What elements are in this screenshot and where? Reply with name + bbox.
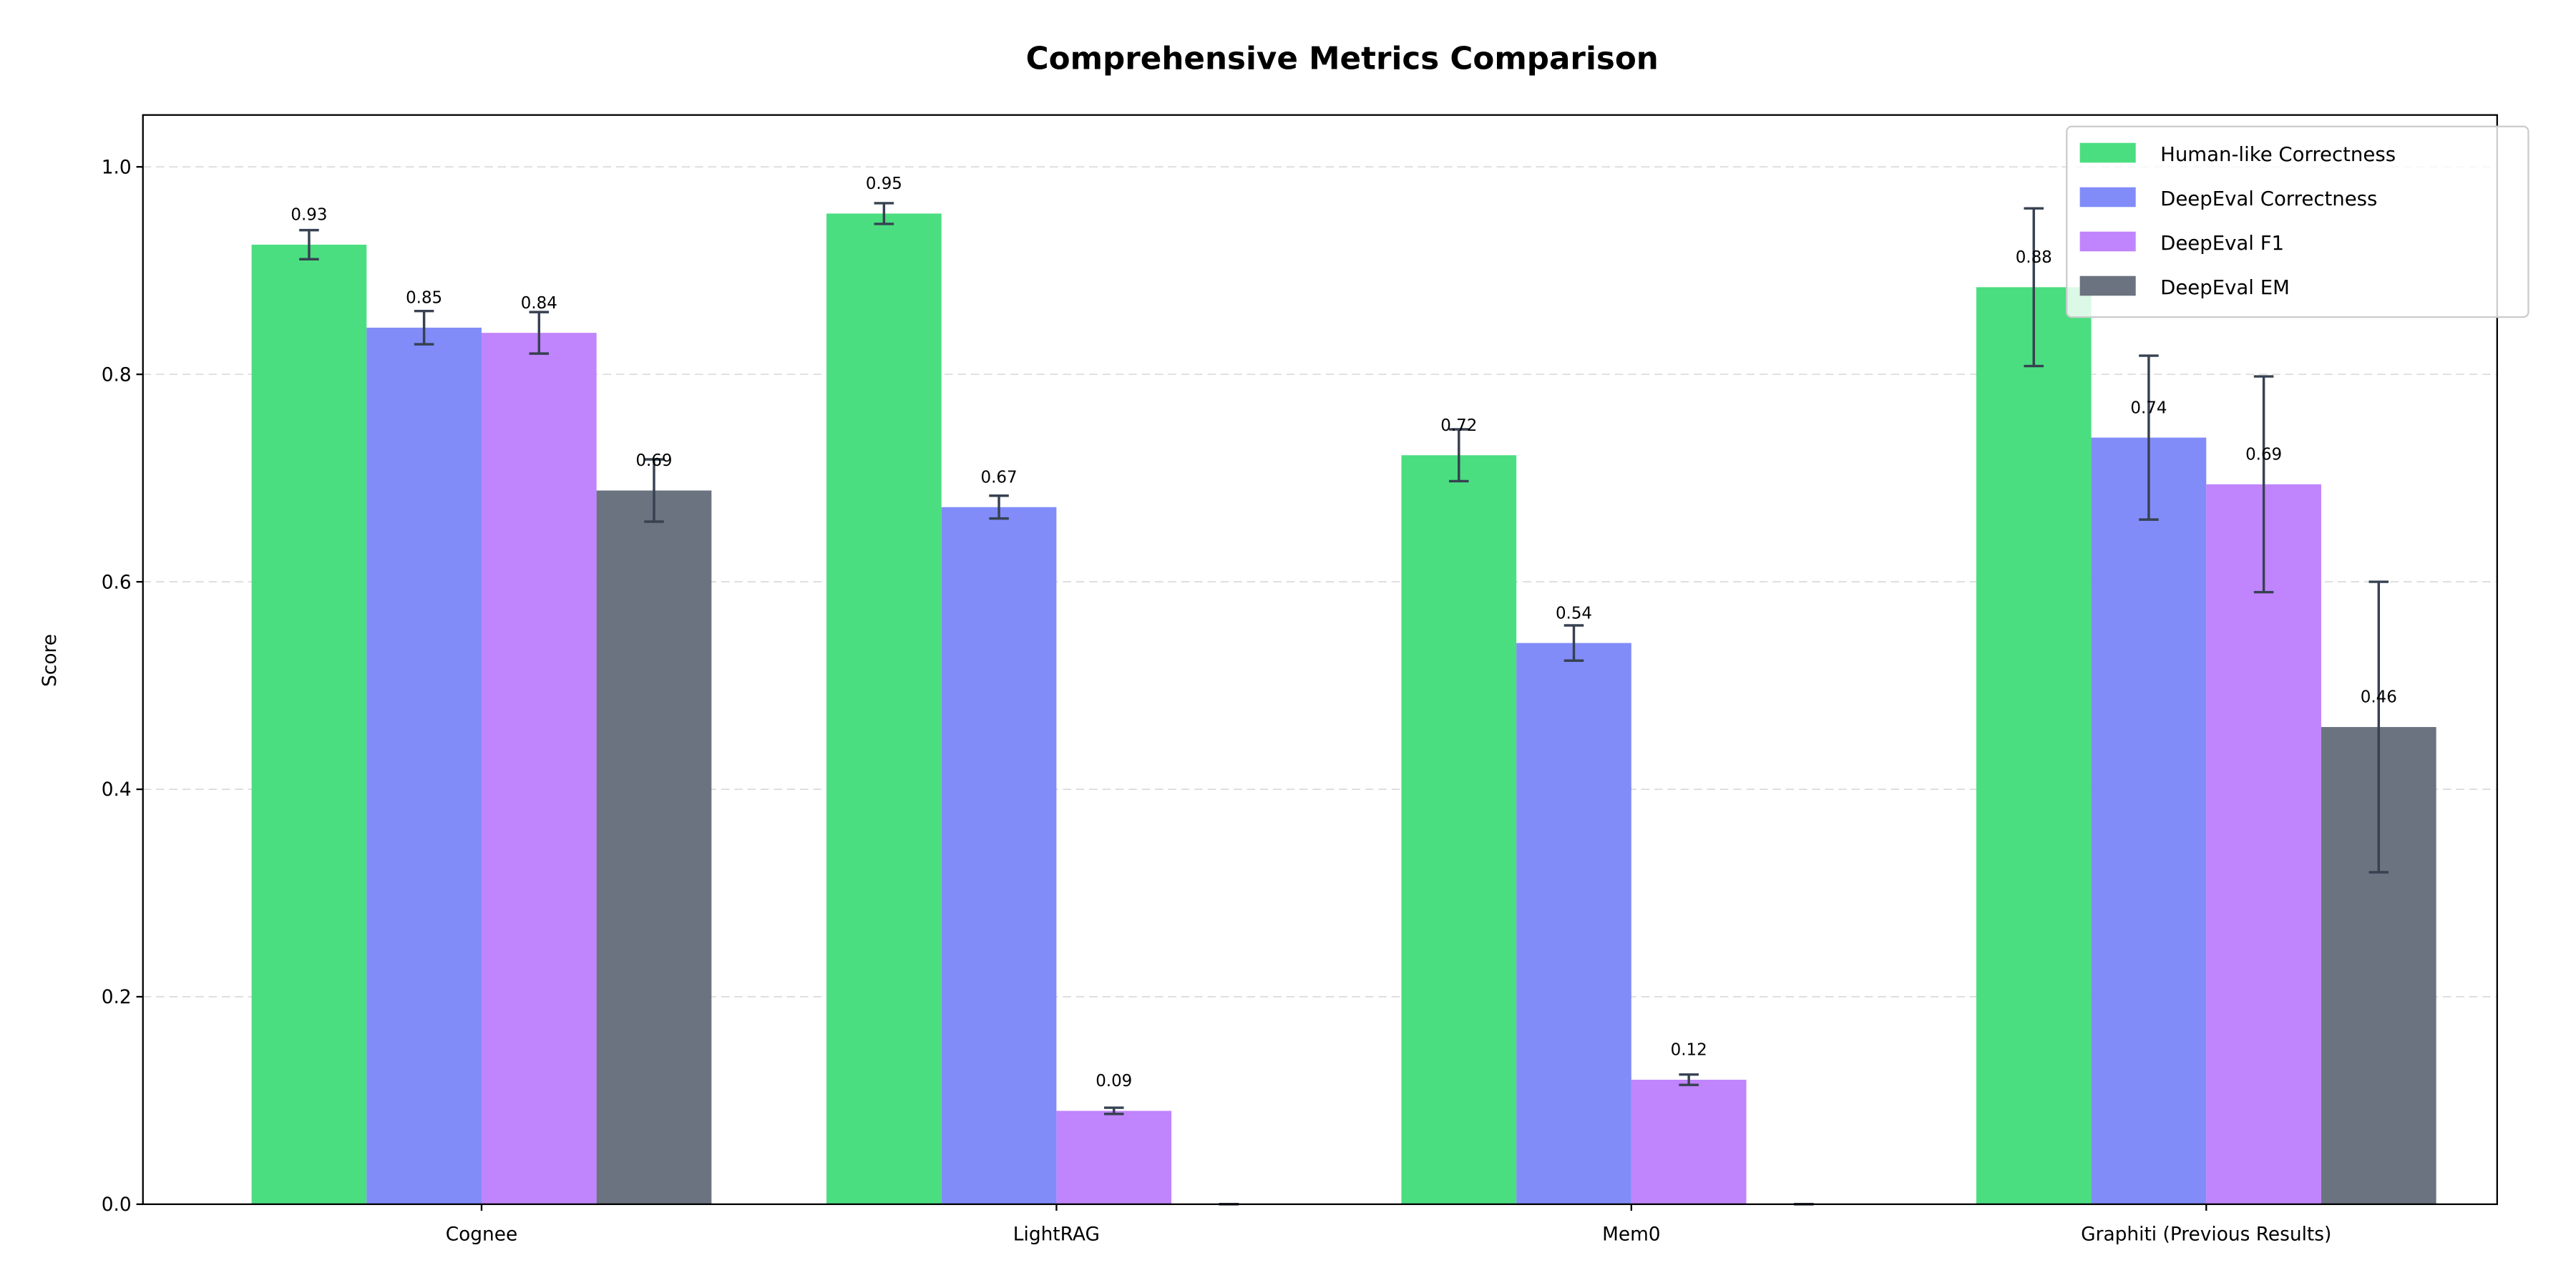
error-bar (529, 311, 550, 355)
y-tick-label: 0.6 (102, 571, 132, 593)
legend: Human-like Correctness DeepEval Correctne… (2066, 125, 2529, 318)
bar (596, 490, 712, 1204)
error-bar (2024, 207, 2044, 368)
legend-swatch (2079, 142, 2136, 163)
legend-swatch (2079, 275, 2136, 296)
bar (366, 327, 482, 1204)
error-bar (1449, 428, 1469, 483)
data-label: 0.12 (1671, 1041, 1707, 1060)
bar (1976, 287, 2092, 1204)
x-tick-label: Mem0 (1602, 1223, 1661, 1245)
x-tick-label: Cognee (446, 1223, 518, 1245)
legend-swatch (2079, 187, 2136, 208)
bar (1516, 643, 1631, 1204)
y-tick-label: 1.0 (102, 156, 132, 178)
bar (2091, 437, 2207, 1204)
legend-label: DeepEval F1 (2160, 232, 2284, 255)
data-label: 0.69 (2245, 446, 2282, 464)
error-bar (2139, 354, 2159, 521)
data-label: 0.54 (1556, 604, 1592, 623)
x-tick-label: LightRAG (1013, 1223, 1100, 1245)
legend-label: DeepEval EM (2160, 276, 2290, 299)
bar (2206, 484, 2321, 1204)
bar (1631, 1079, 1747, 1204)
error-bar (989, 494, 1009, 520)
data-label: 0.09 (1096, 1072, 1132, 1091)
y-tick-label: 0.8 (102, 364, 132, 386)
error-bar (2253, 375, 2274, 594)
y-tick-label: 0.2 (102, 986, 132, 1008)
y-axis-label: Score (39, 634, 61, 687)
error-bar (2368, 580, 2389, 874)
data-label: 0.69 (635, 452, 672, 470)
error-bar (414, 309, 434, 346)
data-label: 0.84 (521, 294, 557, 313)
data-label: 0.72 (1440, 416, 1477, 435)
data-label: 0.67 (981, 468, 1018, 487)
x-tick-label: Graphiti (Previous Results) (2081, 1223, 2331, 1245)
legend-swatch (2079, 231, 2136, 252)
bar (826, 213, 942, 1204)
y-tick-label: 0.4 (102, 779, 132, 801)
data-label: 0.46 (2361, 688, 2397, 707)
plot-frame (142, 114, 2498, 1206)
error-bar (874, 202, 894, 225)
bar (481, 333, 597, 1204)
data-label: 0.74 (2130, 399, 2167, 417)
data-label: 0.88 (2016, 248, 2052, 267)
y-tick-label: 0.0 (102, 1194, 132, 1216)
legend-label: DeepEval Correctness (2160, 187, 2377, 210)
chart-title: Comprehensive Metrics Comparison (1026, 41, 1659, 77)
bar (251, 244, 367, 1204)
data-label: 0.93 (291, 206, 327, 225)
error-bar (1103, 1106, 1124, 1116)
bar (1401, 455, 1517, 1204)
bar (941, 507, 1057, 1204)
error-bar (1679, 1073, 1699, 1086)
error-bar (299, 228, 319, 260)
data-label: 0.85 (406, 289, 442, 308)
legend-label: Human-like Correctness (2160, 143, 2396, 166)
bar (1056, 1111, 1172, 1204)
legend-box (2066, 125, 2529, 318)
error-bar (644, 458, 664, 523)
error-bar (1563, 624, 1584, 662)
data-label: 0.95 (866, 175, 902, 193)
